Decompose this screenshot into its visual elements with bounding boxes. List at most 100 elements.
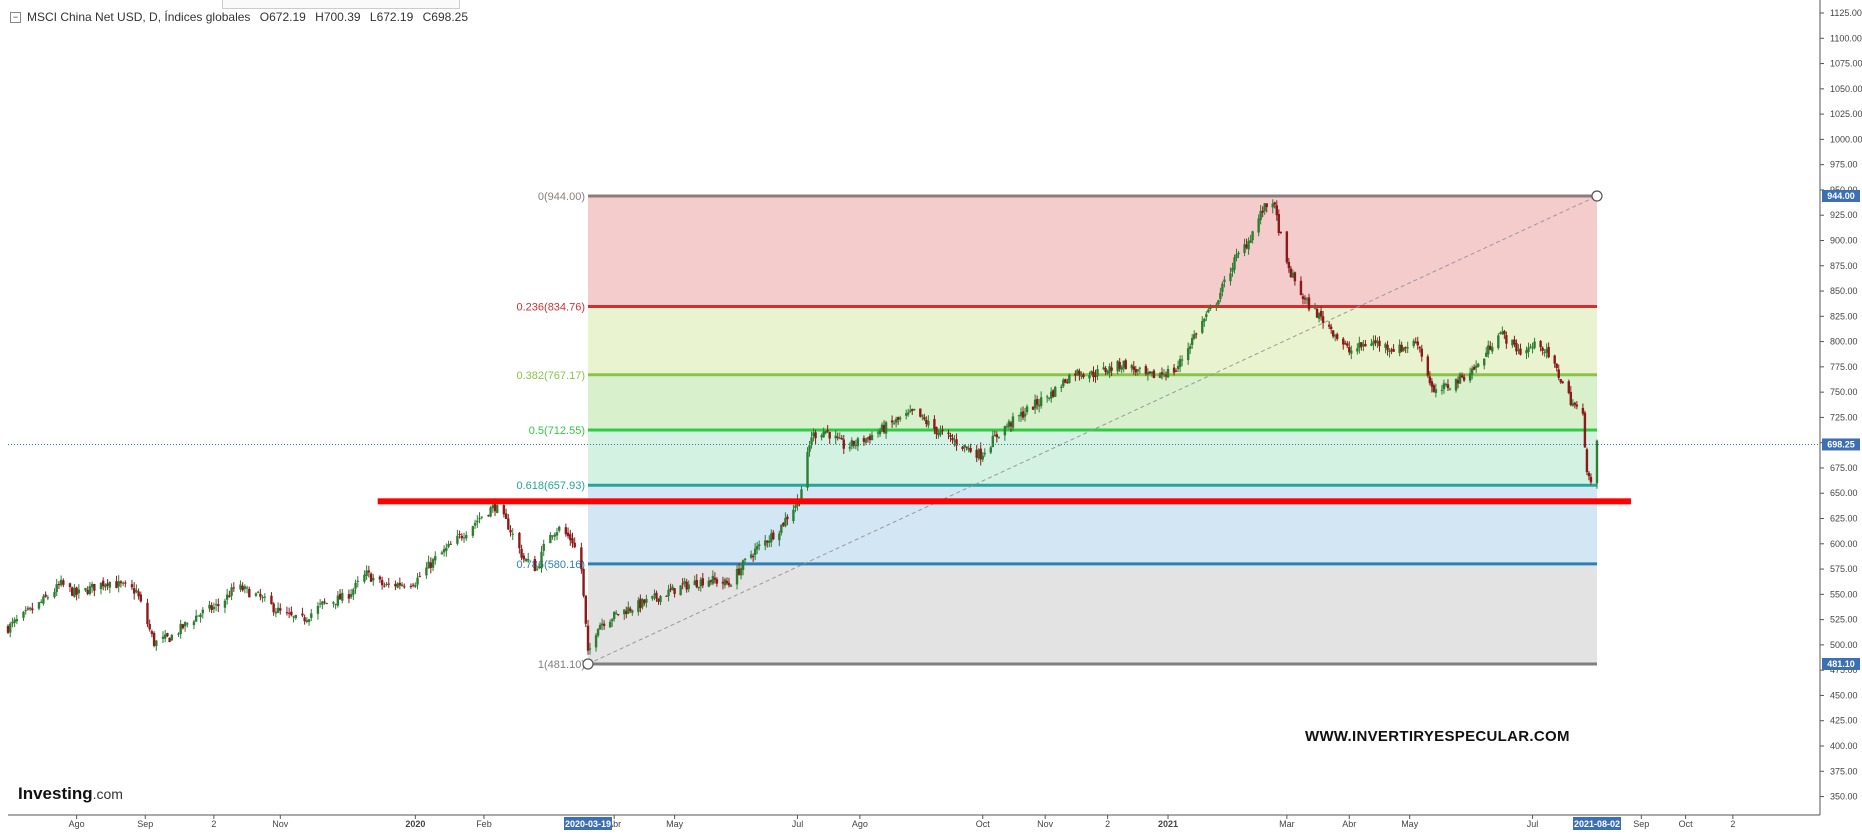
candle-body (707, 580, 711, 587)
candle (504, 508, 508, 520)
candle-body (1527, 347, 1530, 352)
candle-body (1313, 308, 1317, 310)
candle-body (1023, 413, 1027, 417)
fibonacci-trendline[interactable] (582, 190, 1603, 670)
candle (580, 542, 583, 574)
drawing-toolbar[interactable] (222, 0, 460, 9)
candle (573, 537, 576, 549)
candle-body (383, 585, 386, 587)
candle (480, 516, 483, 520)
candle (949, 432, 952, 442)
candle (1376, 337, 1379, 348)
candle-body (62, 580, 65, 585)
candle (1102, 362, 1105, 371)
price-tick-label: 875.00 (1830, 261, 1858, 271)
candle-body (166, 633, 169, 637)
candle (699, 577, 702, 592)
candle-body (274, 611, 278, 614)
candle-body (610, 619, 614, 622)
candle-body (46, 597, 50, 599)
candle-body (1531, 347, 1534, 349)
candle-body (629, 608, 632, 611)
candle-body (739, 568, 743, 576)
trendline-anchor-start[interactable] (582, 658, 594, 670)
candle-body (653, 593, 656, 596)
candle (1476, 362, 1480, 368)
candle (24, 606, 27, 615)
time-badge (1573, 817, 1621, 830)
time-axis[interactable]: Ago Sep 2 Nov 2020 Feb Abr May Jul Ago Oct Nov 2 2021… (8, 814, 1820, 830)
support-line-bar[interactable] (377, 498, 1631, 505)
candle (659, 595, 662, 606)
candle (1321, 310, 1325, 329)
candle (1583, 410, 1587, 448)
candle (1529, 343, 1532, 349)
candle-body (1130, 365, 1133, 369)
candle (1293, 271, 1297, 286)
candle-body (995, 434, 999, 438)
candle (1279, 231, 1283, 234)
minus-box-icon[interactable]: − (10, 12, 21, 24)
investing-logo: Investing.com (18, 784, 123, 804)
candle-body (919, 408, 922, 417)
candle-body (1511, 339, 1514, 346)
candle (86, 586, 89, 596)
candle (356, 576, 359, 588)
candle-body (323, 601, 326, 603)
candle-body (380, 579, 384, 586)
candle-body (427, 561, 430, 569)
candle-body (1444, 383, 1448, 386)
candle-body (981, 455, 984, 460)
candle (214, 599, 218, 612)
candle-body (440, 552, 444, 555)
candle-body (1392, 349, 1395, 352)
candle (997, 436, 1001, 439)
candle (429, 557, 433, 574)
candle (1287, 257, 1291, 273)
candle (1060, 384, 1063, 393)
candle (62, 578, 65, 588)
candle-body (1329, 326, 1333, 330)
price-tick-label: 375.00 (1830, 766, 1858, 776)
candle-body (555, 532, 559, 536)
candle (741, 559, 745, 576)
candle (1031, 406, 1035, 410)
candle (1378, 336, 1381, 352)
candle-body (1106, 371, 1109, 374)
trendline-anchor-end[interactable] (1591, 190, 1603, 202)
candle (1362, 339, 1365, 352)
candle (77, 584, 81, 599)
candle-body (866, 437, 870, 439)
candle-body (1166, 369, 1170, 378)
candle-body (671, 586, 674, 591)
time-tick-label: Feb (476, 819, 492, 829)
candle (137, 588, 140, 600)
support-line[interactable] (377, 498, 1631, 505)
candle (181, 623, 185, 630)
candle (935, 426, 938, 439)
trendline[interactable] (587, 195, 1598, 665)
candle (947, 429, 950, 440)
candle (977, 448, 980, 461)
price-axis[interactable]: 350.00 375.00 400.00 425.00 450.00 475.00 500.… (1819, 0, 1862, 815)
candle (6, 624, 10, 635)
candle (683, 577, 686, 588)
candle (447, 540, 450, 549)
price-tick-label: 350.00 (1830, 792, 1858, 802)
candle-body (86, 589, 89, 594)
candle (921, 414, 924, 421)
candle-body (1553, 355, 1556, 364)
candle (1432, 383, 1436, 393)
candle (1360, 342, 1363, 351)
candle (75, 586, 78, 601)
candle-body (1458, 373, 1462, 384)
candle-body (493, 503, 497, 512)
candle (834, 429, 837, 445)
candle (645, 594, 648, 608)
candle-body (387, 583, 390, 585)
candle (338, 589, 342, 600)
time-tick-label: Ago (69, 819, 85, 829)
candle-body (1400, 344, 1403, 352)
candle-body (214, 604, 218, 606)
